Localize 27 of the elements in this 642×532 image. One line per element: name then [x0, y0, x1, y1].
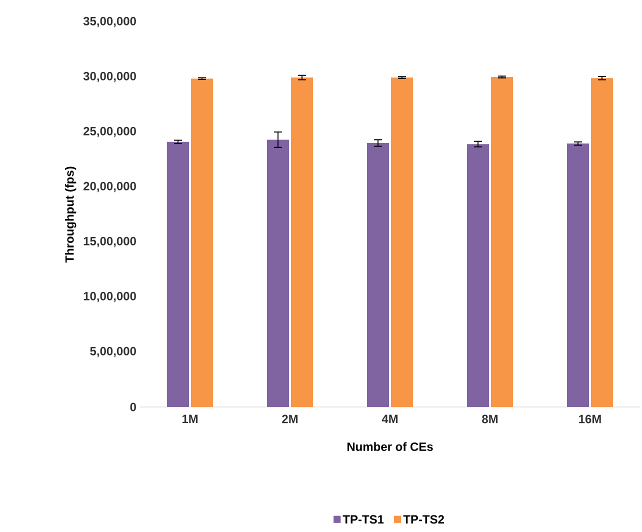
x-tick-label: 1M	[182, 414, 198, 424]
bar	[591, 78, 613, 407]
y-tick-label: 5,00,000	[90, 346, 136, 358]
bar	[267, 140, 290, 407]
y-tick-label: 20,00,000	[84, 182, 136, 192]
y-axis-title: Throughput (fps)	[64, 166, 76, 263]
y-tick-label: 35,00,000	[83, 16, 136, 28]
x-tick-label: 2M	[282, 414, 298, 424]
legend-label: TP-TS1	[342, 515, 384, 524]
x-tick-label: 4M	[382, 414, 398, 424]
bar	[567, 144, 589, 407]
bar	[291, 78, 313, 407]
y-tick-label: 10,00,000	[84, 292, 136, 302]
x-tick-label: 16M	[579, 414, 601, 424]
y-tick-label: 0	[130, 402, 136, 412]
legend-label: TP-TS2	[403, 515, 444, 524]
bar	[367, 142, 390, 407]
y-tick-label: 15,00,000	[84, 236, 136, 248]
y-tick-label: 25,00,000	[84, 126, 136, 138]
bar	[167, 142, 190, 407]
bar	[391, 78, 413, 407]
bar	[491, 76, 513, 407]
x-tick-label: 8M	[482, 414, 498, 424]
bar	[467, 144, 490, 407]
y-tick-label: 30,00,000	[83, 72, 136, 82]
bar	[191, 78, 214, 407]
x-axis-title: Number of CEs	[347, 442, 433, 451]
